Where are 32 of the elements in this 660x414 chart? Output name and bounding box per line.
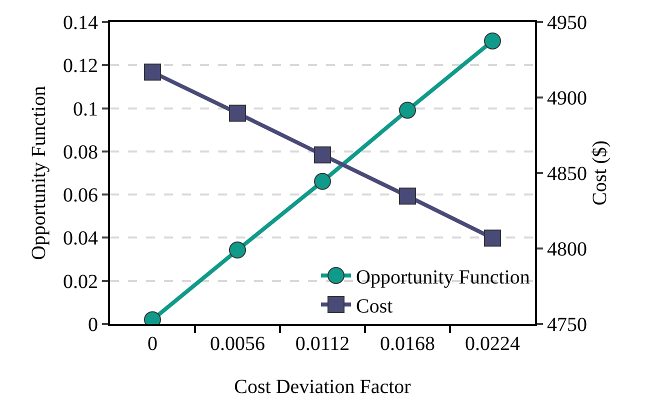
y-tick-label: 0.1 [73,98,98,120]
legend-label: Opportunity Function [356,266,530,288]
y2-tick-label: 4950 [547,12,587,34]
x-tick-label: 0.0112 [295,333,350,355]
x-tick-label: 0.0168 [380,333,435,355]
y-tick-label: 0.06 [63,184,98,207]
y-tick-label: 0.14 [63,12,98,34]
point [399,188,416,205]
y2-tick-label: 4800 [547,238,587,260]
point [484,32,501,50]
point [399,102,416,119]
point [314,146,331,164]
y2-tick-label: 4900 [547,88,587,110]
y-tick-label: 0 [88,314,98,336]
y-axis-title: Opportunity Function [28,86,50,260]
x-tick-label: 0.0056 [210,333,265,355]
point [144,64,161,81]
point [229,242,246,259]
y2-axis-title: Cost ($) [589,140,611,206]
point [484,230,501,247]
point [314,172,331,190]
y2-tick-label: 4750 [547,314,587,336]
y-tick-label: 0.12 [63,55,98,78]
legend-label: Cost [356,295,394,318]
point [229,104,246,122]
x-tick-label: 0 [148,333,158,355]
x-tick-label: 0.0224 [465,333,520,355]
y-tick-label: 0.08 [63,141,98,164]
y2-tick-label: 4850 [547,163,587,185]
y-tick-label: 0.02 [63,270,98,293]
y-tick-label: 0.04 [63,228,98,250]
x-axis-title: Cost Deviation Factor [234,376,412,398]
